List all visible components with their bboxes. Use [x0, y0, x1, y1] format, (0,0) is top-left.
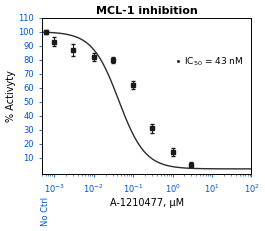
X-axis label: A-1210477, μM: A-1210477, μM — [110, 198, 184, 208]
Text: No Ctrl: No Ctrl — [41, 197, 50, 226]
Title: MCL-1 inhibition: MCL-1 inhibition — [96, 6, 198, 15]
Legend: IC$_{50}$ = 43 nM: IC$_{50}$ = 43 nM — [172, 52, 247, 71]
Y-axis label: % Activyty: % Activyty — [6, 70, 16, 122]
